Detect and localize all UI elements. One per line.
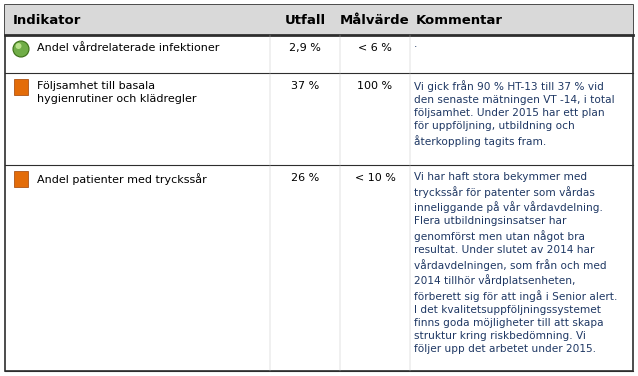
Text: Följsamhet till basala
hygienrutiner och klädregler: Följsamhet till basala hygienrutiner och… (37, 81, 197, 104)
Text: Utfall: Utfall (285, 14, 325, 26)
Text: < 10 %: < 10 % (355, 173, 396, 183)
Bar (14, 171, 28, 187)
Bar (14, 79, 28, 95)
Text: 2,9 %: 2,9 % (289, 43, 321, 53)
Text: Vi gick från 90 % HT-13 till 37 % vid
den senaste mätningen VT -14, i total
följ: Vi gick från 90 % HT-13 till 37 % vid de… (414, 80, 614, 147)
Text: Andel vårdrelaterade infektioner: Andel vårdrelaterade infektioner (37, 43, 219, 53)
Circle shape (15, 43, 22, 49)
Text: Kommentar: Kommentar (416, 14, 503, 26)
Text: Andel patienter med tryckssår: Andel patienter med tryckssår (37, 173, 207, 185)
Text: Vi har haft stora bekymmer med
tryckssår för patenter som vårdas
inneliggande på: Vi har haft stora bekymmer med tryckssår… (414, 172, 618, 354)
Bar (5, 5, 633, 35)
Text: 26 %: 26 % (291, 173, 319, 183)
Circle shape (13, 41, 29, 57)
Text: Indikator: Indikator (13, 14, 82, 26)
Text: ·: · (414, 42, 417, 52)
Text: 37 %: 37 % (291, 81, 319, 91)
Text: 100 %: 100 % (357, 81, 392, 91)
Text: Målvärde: Målvärde (340, 14, 410, 26)
Text: < 6 %: < 6 % (358, 43, 392, 53)
